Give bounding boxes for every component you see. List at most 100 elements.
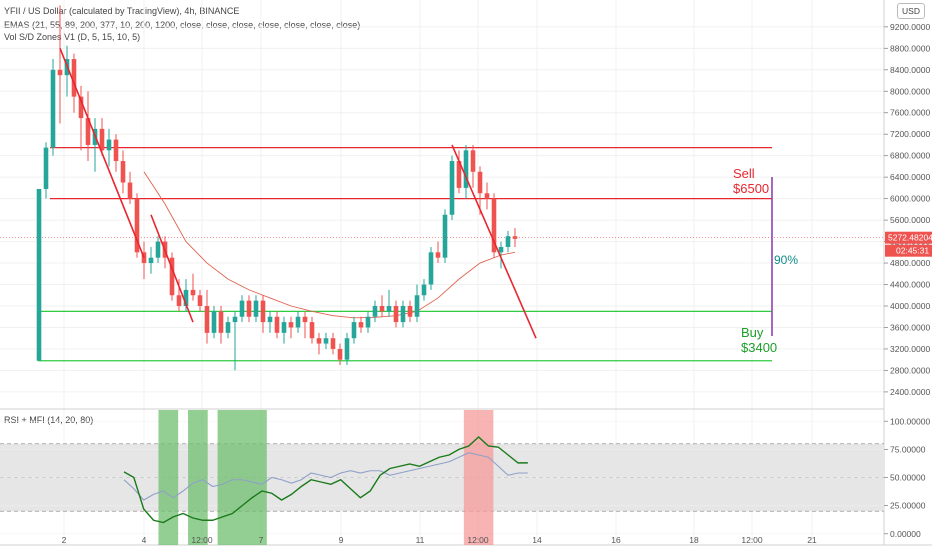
candle-body bbox=[281, 322, 287, 333]
time-tick-label: 2 bbox=[62, 535, 67, 545]
candle-body bbox=[498, 246, 504, 253]
price-tick-label: 4000.0000 bbox=[890, 301, 930, 311]
range-percent: 90% bbox=[774, 253, 798, 267]
candle-body bbox=[225, 322, 231, 333]
price-tick-label: 3200.0000 bbox=[890, 344, 930, 354]
candle-body bbox=[372, 306, 378, 317]
candle-body bbox=[323, 338, 329, 344]
sell-label: Sell bbox=[733, 166, 755, 181]
candle-body bbox=[267, 316, 273, 323]
candle-body bbox=[449, 161, 455, 215]
oversold-zone bbox=[217, 410, 267, 545]
candle-body bbox=[414, 295, 420, 317]
candle-body bbox=[309, 322, 315, 339]
candle-body bbox=[344, 338, 350, 360]
price-tick-label: 6000.0000 bbox=[890, 194, 930, 204]
price-tick-label: 8800.0000 bbox=[890, 43, 930, 53]
candle-body bbox=[428, 252, 434, 285]
candle-body bbox=[78, 96, 84, 119]
candle-body bbox=[211, 311, 217, 333]
time-tick-label: 9 bbox=[339, 535, 344, 545]
candles-group bbox=[36, 5, 518, 371]
candle-body bbox=[442, 214, 448, 258]
sell-price: $6500 bbox=[733, 181, 769, 196]
candle-body bbox=[512, 236, 518, 239]
price-tick-label: 2800.0000 bbox=[890, 365, 930, 375]
price-tick-label: 7200.0000 bbox=[890, 129, 930, 139]
time-tick-label: 14 bbox=[532, 535, 542, 545]
price-tick-label: 4400.0000 bbox=[890, 280, 930, 290]
buy-label: Buy bbox=[741, 325, 764, 340]
rsi-panel bbox=[0, 420, 884, 535]
last-price-label: 5272.48204 bbox=[888, 233, 932, 243]
candle-body bbox=[183, 289, 189, 306]
currency-button[interactable]: USD bbox=[897, 3, 925, 19]
price-tick-label: 7600.0000 bbox=[890, 108, 930, 118]
candle-body bbox=[239, 300, 245, 317]
last-price-tag bbox=[885, 231, 932, 244]
rsi-line bbox=[123, 436, 528, 524]
candle-body bbox=[302, 316, 308, 323]
price-tick-label: 8000.0000 bbox=[890, 86, 930, 96]
time-tick-label: 7 bbox=[259, 535, 264, 545]
candle-body bbox=[456, 161, 462, 188]
candle-body bbox=[393, 306, 399, 323]
candle-body bbox=[351, 322, 357, 339]
candle-body bbox=[120, 161, 126, 183]
candle-body bbox=[99, 128, 105, 151]
candle-body bbox=[232, 316, 238, 323]
candle-body bbox=[50, 69, 56, 148]
candle-body bbox=[148, 257, 154, 264]
candle-body bbox=[253, 300, 259, 317]
overbought-zone bbox=[463, 410, 494, 545]
candle-body bbox=[400, 306, 406, 323]
candle-body bbox=[169, 257, 175, 296]
candle-body bbox=[491, 198, 497, 253]
candle-body bbox=[218, 311, 224, 333]
candle-body bbox=[379, 306, 385, 312]
candle-body bbox=[435, 252, 441, 258]
price-tick-label: 5600.0000 bbox=[890, 215, 930, 225]
candle-body bbox=[505, 236, 511, 247]
buy-price: $3400 bbox=[741, 340, 777, 355]
rsi-legend: RSI + MFI (14, 20, 80) bbox=[4, 415, 94, 425]
rsi-tick-label: 100.00000 bbox=[890, 416, 930, 426]
candle-body bbox=[337, 348, 343, 360]
candle-body bbox=[246, 300, 252, 317]
oversold-zone bbox=[158, 410, 179, 545]
price-tick-label: 9200.0000 bbox=[890, 22, 930, 32]
candle-body bbox=[386, 306, 392, 312]
candle-body bbox=[316, 338, 322, 344]
candle-body bbox=[127, 182, 133, 199]
time-tick-label: 16 bbox=[611, 535, 621, 545]
signal-zones bbox=[158, 410, 494, 545]
mfi-line bbox=[123, 452, 528, 501]
candle-body bbox=[155, 241, 161, 258]
price-tick-label: 3600.0000 bbox=[890, 322, 930, 332]
ema-line-group bbox=[143, 171, 516, 319]
price-tick-label: 2400.0000 bbox=[890, 387, 930, 397]
candle-body bbox=[295, 316, 301, 328]
candle-body bbox=[43, 147, 49, 189]
candle-body bbox=[407, 306, 413, 317]
time-tick-label: 21 bbox=[807, 535, 817, 545]
candle-body bbox=[57, 69, 63, 76]
trendline bbox=[451, 144, 537, 339]
candle-body bbox=[470, 150, 476, 172]
time-tick-label: 11 bbox=[416, 535, 425, 545]
candle-body bbox=[134, 198, 140, 253]
candle-body bbox=[113, 139, 119, 162]
chart-title: YFII / US Dollar (calculated by TradingV… bbox=[4, 6, 240, 16]
candle-body bbox=[421, 284, 427, 296]
time-tick-label: 12:00 bbox=[191, 535, 213, 545]
candle-body bbox=[477, 171, 483, 194]
price-tick-label: 6400.0000 bbox=[890, 172, 930, 182]
trendlines-group bbox=[59, 48, 537, 339]
candle-body bbox=[260, 300, 266, 323]
time-tick-label: 12:00 bbox=[467, 535, 489, 545]
rsi-tick-label: 25.00000 bbox=[890, 501, 926, 511]
trendline bbox=[150, 214, 194, 323]
rsi-tick-label: 50.00000 bbox=[890, 473, 926, 483]
price-tick-label: 4800.0000 bbox=[890, 258, 930, 268]
